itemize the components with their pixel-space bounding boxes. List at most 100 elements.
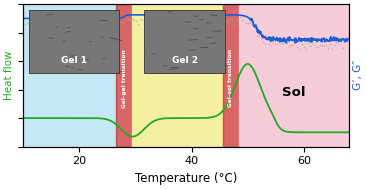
Bar [116, 4, 132, 146]
Point [22, 22, 28, 25]
Point [266, 43, 272, 46]
Point [292, 42, 298, 45]
Point [112, 26, 118, 29]
Point [309, 41, 315, 44]
Point [100, 22, 106, 25]
Point [231, 22, 237, 25]
Point [331, 43, 337, 46]
Point [174, 19, 180, 22]
Point [299, 42, 305, 45]
Point [88, 20, 94, 23]
Point [72, 25, 77, 28]
Point [233, 17, 239, 20]
Point [49, 22, 55, 25]
Point [270, 41, 276, 44]
Point [207, 17, 212, 20]
Point [125, 18, 131, 21]
Point [168, 18, 174, 21]
Point [98, 17, 104, 20]
Point [335, 40, 341, 43]
Point [268, 44, 274, 47]
Point [33, 21, 39, 24]
Point [311, 44, 317, 47]
Point [278, 41, 284, 44]
Point [301, 46, 306, 49]
Point [260, 40, 266, 43]
Point [338, 38, 344, 41]
Point [26, 20, 32, 23]
Point [67, 16, 73, 19]
Point [200, 14, 206, 17]
Point [346, 40, 352, 43]
Point [327, 43, 333, 46]
Point [90, 26, 96, 29]
Point [211, 19, 217, 22]
Point [329, 47, 335, 50]
Point [305, 42, 310, 45]
Point [188, 17, 194, 20]
Point [235, 20, 241, 23]
Y-axis label: Heat flow: Heat flow [4, 51, 14, 100]
Point [264, 37, 270, 40]
Point [139, 19, 145, 22]
Point [151, 19, 157, 22]
Point [325, 46, 331, 50]
Point [290, 44, 296, 47]
Point [57, 20, 63, 23]
Point [108, 23, 114, 26]
Point [141, 15, 147, 18]
Point [256, 34, 262, 37]
Point [254, 34, 259, 37]
Point [84, 18, 90, 21]
Point [164, 15, 170, 18]
Point [20, 17, 26, 20]
Point [24, 21, 30, 24]
Bar [23, 4, 116, 146]
Point [55, 21, 61, 24]
Point [246, 22, 251, 25]
Point [43, 22, 49, 25]
Point [217, 12, 223, 15]
Point [73, 22, 79, 25]
Point [288, 43, 294, 46]
Point [203, 17, 208, 20]
Point [47, 22, 53, 25]
Point [86, 25, 92, 28]
Point [115, 20, 120, 23]
Point [41, 23, 47, 26]
Point [129, 18, 135, 21]
Point [307, 44, 313, 47]
Point [170, 15, 175, 18]
Point [77, 19, 83, 22]
Point [204, 17, 210, 20]
Point [221, 19, 227, 22]
Point [29, 23, 34, 26]
Point [65, 22, 71, 25]
Bar [144, 10, 225, 73]
Point [258, 37, 264, 40]
Point [45, 20, 51, 23]
Point [110, 26, 116, 29]
Point [135, 22, 141, 25]
Point [59, 25, 65, 28]
Point [149, 14, 155, 17]
Point [119, 20, 124, 23]
Point [37, 19, 43, 22]
Point [82, 23, 88, 26]
Point [39, 20, 44, 23]
Point [198, 15, 204, 18]
Point [196, 19, 202, 22]
Point [297, 47, 302, 50]
Point [317, 44, 323, 47]
Bar [29, 10, 119, 73]
Point [178, 16, 184, 19]
Point [94, 24, 100, 27]
Point [116, 15, 122, 18]
Point [282, 40, 288, 43]
Text: Gel 1: Gel 1 [61, 56, 87, 65]
Point [237, 15, 243, 18]
Point [284, 42, 290, 45]
Point [153, 21, 159, 24]
Point [247, 22, 253, 25]
Point [51, 25, 57, 28]
